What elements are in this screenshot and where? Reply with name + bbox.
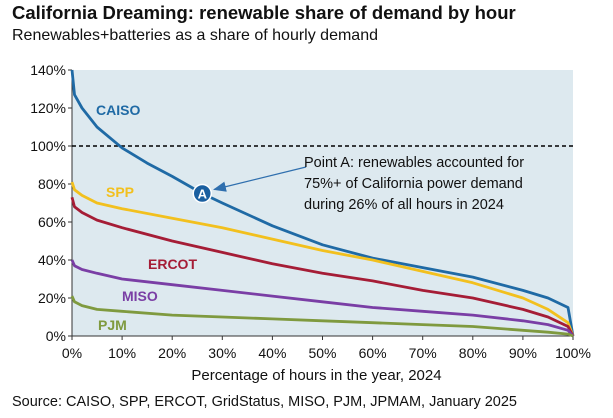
annotation-arrow xyxy=(212,166,307,192)
y-tick-label: 40% xyxy=(38,252,66,268)
x-tick-label: 0% xyxy=(62,345,82,361)
x-tick-label: 60% xyxy=(359,345,387,361)
annotation-text-line: 75%+ of California power demand xyxy=(304,176,523,192)
y-tick-label: 60% xyxy=(38,214,66,230)
x-tick-label: 80% xyxy=(459,345,487,361)
series-line-pjm xyxy=(70,295,574,338)
series-line-miso xyxy=(70,259,575,337)
x-tick-label: 90% xyxy=(509,345,537,361)
x-axis-title: Percentage of hours in the year, 2024 xyxy=(191,367,441,384)
series-label-caiso: CAISO xyxy=(96,102,140,118)
series-label-spp: SPP xyxy=(106,184,134,200)
chart-title: California Dreaming: renewable share of … xyxy=(12,2,516,23)
y-tick-label: 140% xyxy=(30,62,66,78)
series-line-caiso xyxy=(70,69,575,337)
x-tick-label: 70% xyxy=(409,345,437,361)
y-tick-label: 20% xyxy=(38,290,66,306)
series-label-ercot: ERCOT xyxy=(148,256,197,272)
series-line-spp xyxy=(70,181,575,337)
x-tick-label: 40% xyxy=(258,345,286,361)
series-line-ercot xyxy=(70,196,575,337)
y-tick-label: 0% xyxy=(46,328,66,344)
x-tick-label: 10% xyxy=(108,345,136,361)
annotation-text-line: Point A: renewables accounted for xyxy=(304,155,524,171)
source-note: Source: CAISO, SPP, ERCOT, GridStatus, M… xyxy=(12,394,517,410)
point-a-marker-label: A xyxy=(198,187,208,202)
y-tick-label: 80% xyxy=(38,176,66,192)
x-tick-label: 100% xyxy=(555,345,591,361)
x-tick-label: 50% xyxy=(308,345,336,361)
x-tick-label: 20% xyxy=(158,345,186,361)
x-tick-label: 30% xyxy=(208,345,236,361)
chart-subtitle: Renewables+batteries as a share of hourl… xyxy=(12,27,378,44)
y-tick-label: 120% xyxy=(30,100,66,116)
plot-area xyxy=(72,70,573,336)
series-label-miso: MISO xyxy=(122,288,158,304)
series-label-pjm: PJM xyxy=(98,317,127,333)
y-tick-label: 100% xyxy=(30,138,66,154)
point-a-marker xyxy=(192,183,213,204)
annotation-text-line: during 26% of all hours in 2024 xyxy=(304,197,504,213)
